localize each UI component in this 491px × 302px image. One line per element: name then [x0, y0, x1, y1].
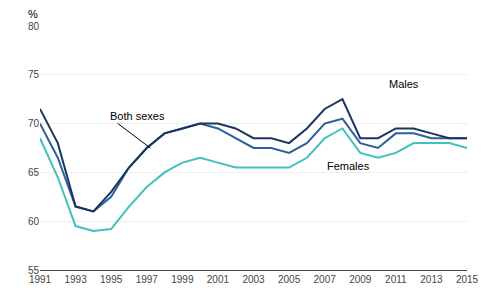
svg-text:55: 55	[28, 265, 40, 276]
svg-text:1993: 1993	[64, 274, 87, 285]
svg-text:1997: 1997	[136, 274, 159, 285]
svg-text:1991: 1991	[29, 274, 52, 285]
svg-text:60: 60	[28, 216, 40, 227]
svg-text:2005: 2005	[278, 274, 301, 285]
svg-text:2003: 2003	[242, 274, 265, 285]
svg-text:2013: 2013	[420, 274, 443, 285]
svg-text:2015: 2015	[456, 274, 479, 285]
svg-text:2007: 2007	[314, 274, 337, 285]
svg-text:80: 80	[28, 21, 40, 32]
svg-text:2011: 2011	[385, 274, 407, 285]
svg-text:70: 70	[28, 118, 40, 129]
svg-text:2009: 2009	[349, 274, 372, 285]
svg-text:75: 75	[28, 69, 40, 80]
svg-text:Both sexes: Both sexes	[110, 110, 165, 122]
svg-text:65: 65	[28, 167, 40, 178]
svg-text:2001: 2001	[207, 274, 230, 285]
svg-text:Females: Females	[327, 160, 370, 172]
svg-text:1999: 1999	[171, 274, 194, 285]
svg-text:Males: Males	[389, 78, 419, 90]
svg-text:%: %	[28, 8, 38, 20]
svg-text:1995: 1995	[100, 274, 123, 285]
